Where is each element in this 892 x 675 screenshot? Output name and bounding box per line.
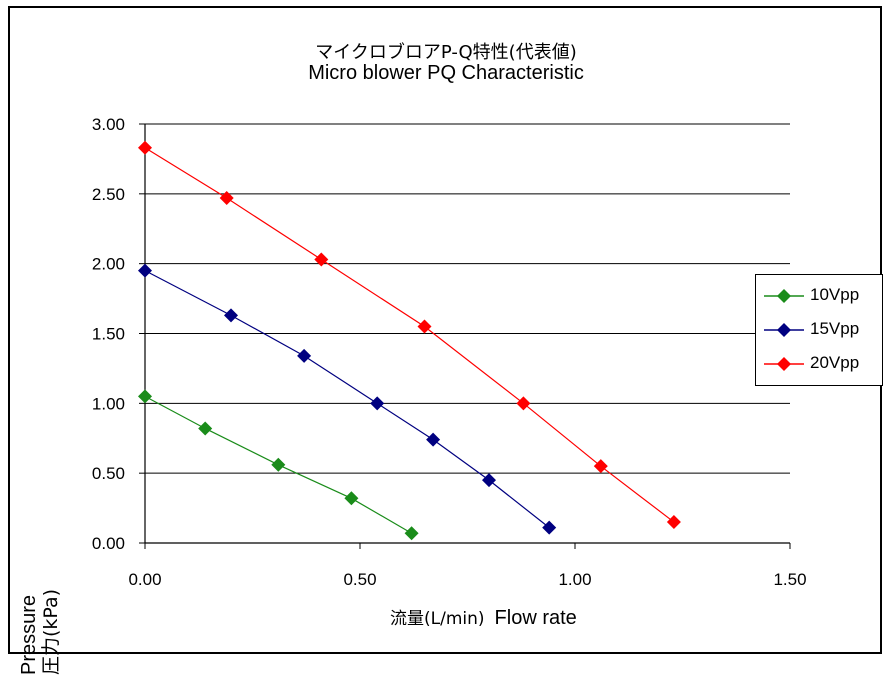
chart-subtitle: Micro blower PQ Characteristic (308, 62, 584, 84)
legend: 10Vpp 15Vpp 20Vpp (755, 274, 883, 386)
x-tick-label-2: 1.00 (558, 570, 591, 589)
y-tick-label-6: 3.00 (92, 115, 125, 134)
series-line-15Vpp (144, 270, 550, 529)
chart-frame (8, 6, 882, 654)
point-20Vpp-5 (593, 459, 608, 474)
legend-marker-15vpp (764, 323, 804, 337)
x-tick-label-0: 0.00 (128, 570, 161, 589)
point-10Vpp-4 (404, 526, 419, 541)
point-15Vpp-6 (542, 520, 557, 535)
point-15Vpp-5 (482, 473, 496, 488)
legend-label-20vpp: 20Vpp (810, 353, 860, 372)
x-tick-label-1: 0.50 (343, 570, 376, 589)
legend-label-15vpp: 15Vpp (810, 319, 860, 338)
legend-item-10vpp: 10Vpp (762, 281, 880, 311)
point-20Vpp-1 (219, 191, 234, 206)
x-axis-label-jp: 流量(L/min) (390, 609, 485, 629)
y-axis-label-jp: 圧力(kPa) (40, 588, 62, 675)
y-axis-label-en: Pressure (18, 594, 40, 675)
y-tick-label-2: 1.00 (92, 394, 125, 413)
y-tick-label-3: 1.50 (92, 325, 125, 344)
y-tick-label-5: 2.50 (92, 185, 125, 204)
legend-label-10vpp: 10Vpp (810, 285, 860, 304)
chart-title: マイクロブロアP-Q特性(代表値) (315, 42, 577, 63)
point-20Vpp-0 (138, 140, 152, 155)
plot-area: 0.00 0.50 1.00 1.50 2.00 2.50 3.00 0.00 0.50 1.00… (92, 115, 807, 589)
point-15Vpp-4 (426, 432, 441, 447)
legend-marker-20vpp (764, 357, 804, 371)
legend-item-15vpp: 15Vpp (762, 315, 880, 345)
legend-marker-10vpp (764, 289, 804, 303)
x-axis-label-en: Flow rate (494, 607, 577, 629)
x-axis-label: 流量(L/min) Flow rate (390, 604, 577, 630)
point-10Vpp-3 (344, 491, 359, 506)
point-10Vpp-2 (271, 457, 286, 472)
point-20Vpp-4 (516, 396, 531, 411)
y-tick-label-0: 0.00 (92, 534, 125, 553)
point-15Vpp-1 (224, 308, 238, 323)
legend-item-20vpp: 20Vpp (762, 349, 880, 379)
point-20Vpp-2 (314, 252, 329, 267)
point-10Vpp-1 (198, 421, 213, 436)
y-axis-label: Pressure 圧力(kPa) (18, 475, 78, 675)
point-10Vpp-0 (138, 389, 152, 404)
point-20Vpp-6 (666, 515, 681, 530)
y-tick-label-4: 2.00 (92, 255, 125, 274)
point-20Vpp-3 (417, 319, 432, 334)
y-tick-label-1: 0.50 (92, 464, 125, 483)
point-15Vpp-3 (370, 396, 385, 411)
x-tick-label-3: 1.50 (773, 570, 806, 589)
point-15Vpp-2 (297, 348, 312, 363)
point-15Vpp-0 (138, 263, 152, 278)
